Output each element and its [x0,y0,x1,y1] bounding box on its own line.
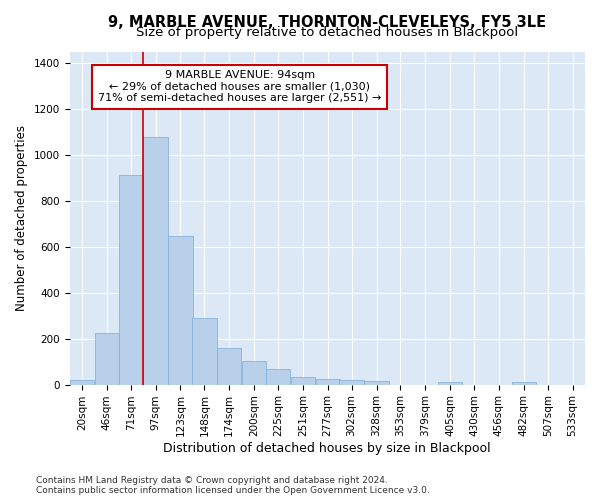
Bar [316,379,340,384]
Bar [512,382,536,384]
Bar [143,137,168,384]
Bar [266,368,290,384]
Bar [438,382,463,384]
X-axis label: Distribution of detached houses by size in Blackpool: Distribution of detached houses by size … [163,442,491,455]
Bar [168,236,193,384]
Y-axis label: Number of detached properties: Number of detached properties [15,126,28,312]
Bar [340,380,364,384]
Bar [119,174,143,384]
Bar [364,381,389,384]
Title: 9, MARBLE AVENUE, THORNTON-CLEVELEYS, FY5 3LE: 9, MARBLE AVENUE, THORNTON-CLEVELEYS, FY… [108,15,547,30]
Bar [242,360,266,384]
Text: Size of property relative to detached houses in Blackpool: Size of property relative to detached ho… [136,26,518,38]
Text: 9 MARBLE AVENUE: 94sqm
← 29% of detached houses are smaller (1,030)
71% of semi-: 9 MARBLE AVENUE: 94sqm ← 29% of detached… [98,70,382,104]
Text: Contains HM Land Registry data © Crown copyright and database right 2024.
Contai: Contains HM Land Registry data © Crown c… [36,476,430,495]
Bar [70,380,94,384]
Bar [217,348,241,385]
Bar [95,333,119,384]
Bar [290,376,315,384]
Bar [192,318,217,384]
